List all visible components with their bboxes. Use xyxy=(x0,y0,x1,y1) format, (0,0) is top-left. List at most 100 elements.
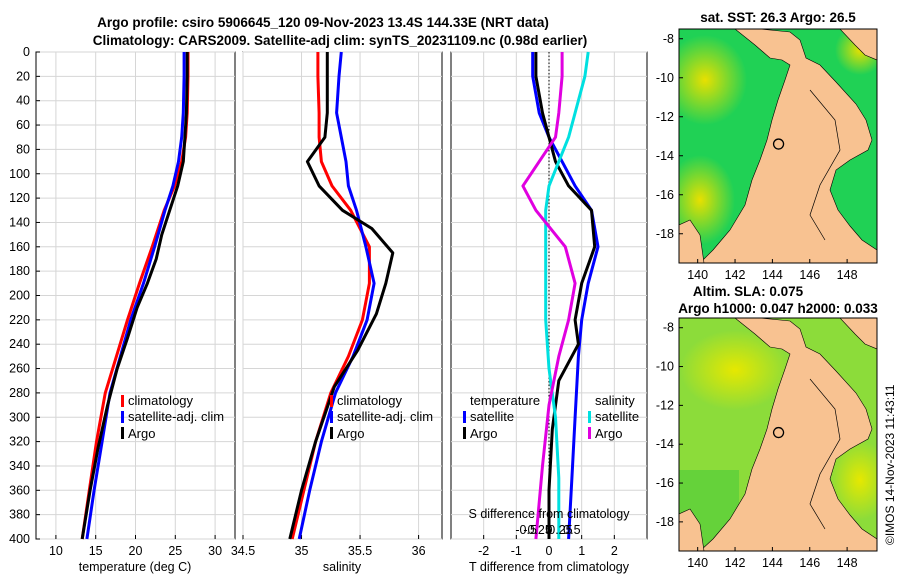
y-tick-label: 20 xyxy=(16,69,30,83)
y-tick-label: 300 xyxy=(9,410,30,424)
y-tick-label: 0 xyxy=(23,45,30,59)
sst-warm-patch-nw xyxy=(679,35,747,125)
legend-swatch-climatology xyxy=(121,395,124,407)
x-tick-label: 25 xyxy=(168,544,182,558)
legend-label-climatology: climatology xyxy=(128,393,194,408)
legend-title-salinity: salinity xyxy=(595,393,635,408)
y-tick-label: 160 xyxy=(9,240,30,254)
x-tick-label: 15 xyxy=(89,544,103,558)
difference-legend-salinity: salinity satellite Argo xyxy=(588,393,639,441)
legend-swatch-t-argo xyxy=(463,427,466,439)
x-tick-label: 0 xyxy=(546,544,553,558)
y-tick-label: 80 xyxy=(16,142,30,156)
y-tick-label: 360 xyxy=(9,483,30,497)
legend-label-climatology: climatology xyxy=(337,393,403,408)
legend-swatch-s-satellite xyxy=(588,411,591,423)
temperature-x-ticks: 10 15 20 25 30 xyxy=(49,535,222,558)
x-tick-label: 2 xyxy=(611,544,618,558)
map-x-tick-label: 144 xyxy=(762,556,783,570)
difference-lines xyxy=(521,51,600,540)
legend-title-temperature: temperature xyxy=(470,393,540,408)
map-y-tick-label: -16 xyxy=(656,188,674,202)
temperature-grid xyxy=(36,51,235,540)
y-tick-label: 40 xyxy=(16,94,30,108)
sst-land xyxy=(699,29,877,263)
y-tick-label: 140 xyxy=(9,215,30,229)
sst-map-frame xyxy=(678,28,878,264)
legend-swatch-satellite xyxy=(121,411,124,423)
y-tick-label: 340 xyxy=(9,459,30,473)
salinity-legend: climatology satellite-adj. clim Argo xyxy=(330,393,433,441)
sla-land xyxy=(699,318,877,551)
map-x-tick-label: 148 xyxy=(837,268,858,282)
y-tick-label: 240 xyxy=(9,337,30,351)
sla-warm-patch-n xyxy=(680,330,790,410)
difference-legend-temperature: temperature satellite Argo xyxy=(463,393,540,441)
sla-map-ticks: 140 142 144 146 148 -8 -10 -12 -14 -16 -18 xyxy=(656,321,858,570)
x-tick-label: 20 xyxy=(129,544,143,558)
figure-title-line2: Climatology: CARS2009. Satellite-adj cli… xyxy=(93,33,587,48)
temperature-lines xyxy=(80,52,190,540)
salinity-grid xyxy=(242,51,442,540)
x-tick-label: 30 xyxy=(208,544,222,558)
y-tick-label: 320 xyxy=(9,435,30,449)
y-tick-label: 60 xyxy=(16,118,30,132)
legend-label-satellite: satellite-adj. clim xyxy=(128,409,224,424)
legend-swatch-argo xyxy=(121,427,124,439)
s-tick-label: 0.25 xyxy=(548,523,572,537)
salinity-panel: 34.5 35 35.5 36 salinity climatology satell… xyxy=(231,51,443,574)
series-line-satellite-adj-clim xyxy=(297,51,376,540)
map-y-tick-label: -12 xyxy=(656,398,674,412)
sla-warm-patch-e xyxy=(830,440,877,520)
sla-map-subtitle: Argo h1000: 0.047 h2000: 0.033 xyxy=(678,301,878,316)
map-y-tick-label: -8 xyxy=(663,321,674,335)
map-y-tick-label: -10 xyxy=(656,360,674,374)
sla-argo-marker xyxy=(772,426,785,439)
salinity-x-ticks: 34.5 35 35.5 36 xyxy=(231,535,426,558)
s-tick-label: 0.5 xyxy=(563,523,580,537)
map-y-tick-label: -16 xyxy=(656,476,674,490)
y-tick-label: 220 xyxy=(9,313,30,327)
x-tick-label: 35.5 xyxy=(348,544,372,558)
sst-bathymetry-line xyxy=(809,89,841,241)
map-y-tick-label: -18 xyxy=(656,515,674,529)
x-tick-label: 1 xyxy=(578,544,585,558)
sla-land-north xyxy=(839,318,877,350)
series-line-s-satellite xyxy=(544,51,590,539)
s-tick-label: -0.25 xyxy=(523,523,552,537)
legend-swatch-climatology xyxy=(330,395,333,407)
sst-map-ticks: 140 142 144 146 148 -8 -10 -12 -14 -16 -18 xyxy=(656,32,858,282)
difference-x-label: T difference from climatology xyxy=(469,560,630,574)
sla-land-sw xyxy=(679,508,705,551)
x-tick-label: -2 xyxy=(478,544,489,558)
temperature-y-ticks: 0 20 40 60 80 100 120 140 160 180 200 220 240 260 280 3… xyxy=(9,45,40,546)
temperature-x-label: temperature (deg C) xyxy=(79,560,192,574)
legend-label-s-satellite: satellite xyxy=(595,409,639,424)
x-tick-label: 34.5 xyxy=(231,544,255,558)
map-x-tick-label: 148 xyxy=(837,556,858,570)
y-tick-label: 260 xyxy=(9,362,30,376)
series-line-t-satellite xyxy=(531,52,600,540)
series-line-argo xyxy=(288,52,395,540)
legend-label-satellite: satellite-adj. clim xyxy=(337,409,433,424)
temperature-legend: climatology satellite-adj. clim Argo xyxy=(121,393,224,441)
map-y-tick-label: -12 xyxy=(656,110,674,124)
sla-map-frame xyxy=(678,317,878,552)
x-tick-label: 35 xyxy=(295,544,309,558)
map-y-tick-label: -18 xyxy=(656,227,674,241)
series-line-satellite-adj-clim xyxy=(85,52,186,540)
sst-map-panel: sat. SST: 26.3 Argo: 26.5 xyxy=(656,10,878,282)
legend-swatch-s-argo xyxy=(588,427,591,439)
s-tick-label: 0 xyxy=(546,523,553,537)
legend-swatch-t-satellite xyxy=(463,411,466,423)
map-x-tick-label: 140 xyxy=(687,268,708,282)
map-x-tick-label: 146 xyxy=(799,268,820,282)
legend-swatch-argo xyxy=(330,427,333,439)
map-x-tick-label: 140 xyxy=(687,556,708,570)
y-tick-label: 100 xyxy=(9,167,30,181)
map-x-tick-label: 144 xyxy=(762,268,783,282)
legend-label-s-argo: Argo xyxy=(595,426,622,441)
y-tick-label: 380 xyxy=(9,508,30,522)
